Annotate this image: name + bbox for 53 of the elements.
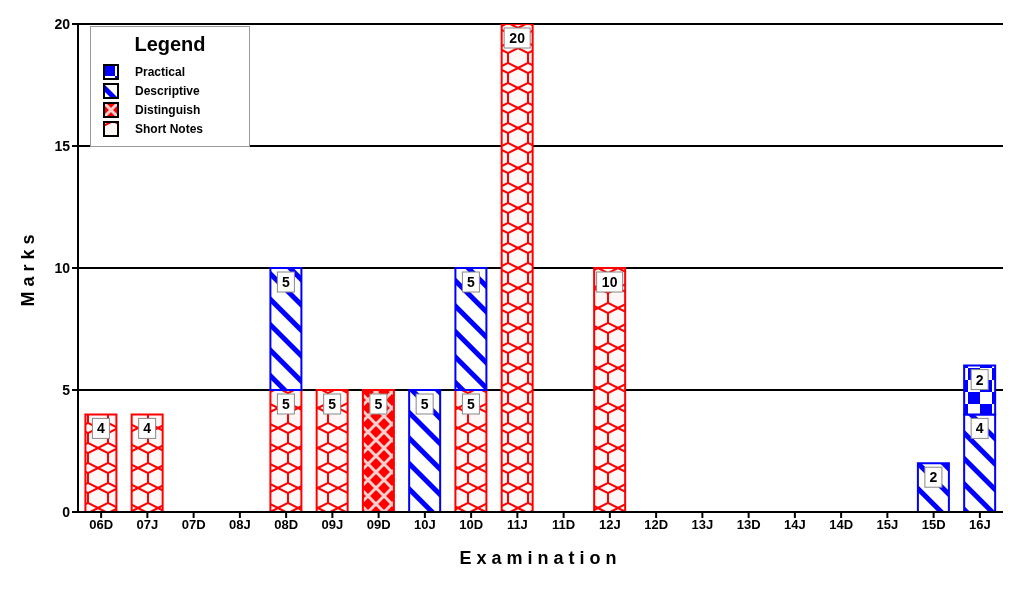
y-tick-label: 5 xyxy=(62,381,71,398)
data-label: 5 xyxy=(328,396,337,412)
x-tick-label: 12J xyxy=(599,517,621,533)
bar xyxy=(408,389,442,512)
x-tick-label: 13J xyxy=(691,517,714,533)
legend-label: Distinguish xyxy=(135,102,201,117)
x-tick-label: 06D xyxy=(89,517,114,533)
bar xyxy=(593,267,627,512)
legend-label: Short Notes xyxy=(135,121,204,136)
bar xyxy=(269,389,303,512)
x-tick-label: 11J xyxy=(506,517,528,533)
y-tick-label: 20 xyxy=(54,15,71,32)
legend-title: Legend xyxy=(133,33,207,56)
x-tick-label: 15J xyxy=(876,517,899,533)
x-tick-label: 14D xyxy=(829,517,854,533)
x-tick-label: 10J xyxy=(414,517,436,533)
data-label: 4 xyxy=(97,420,105,437)
data-label: 4 xyxy=(143,420,152,437)
y-tick-label: 0 xyxy=(62,503,71,520)
legend-label: Descriptive xyxy=(135,83,200,98)
y-tick-label: 15 xyxy=(54,137,71,154)
data-label: 5 xyxy=(282,274,290,290)
x-tick-label: 12D xyxy=(644,517,669,533)
data-label: 5 xyxy=(467,274,475,290)
x-tick-label: 07J xyxy=(136,517,159,533)
legend-label: Practical xyxy=(135,64,186,79)
y-tick-label: 10 xyxy=(54,259,71,276)
data-label: 4 xyxy=(975,420,984,437)
data-label: 5 xyxy=(374,396,383,412)
data-label: 5 xyxy=(467,396,475,412)
bar xyxy=(454,389,488,512)
data-label: 5 xyxy=(282,396,290,412)
x-tick-label: 16J xyxy=(969,517,991,533)
data-label: 2 xyxy=(975,371,984,388)
x-tick-label: 09D xyxy=(366,517,391,533)
x-tick-label: 15D xyxy=(921,517,946,533)
x-tick-label: 07D xyxy=(181,517,206,533)
x-tick-label: 13D xyxy=(736,517,761,533)
x-tick-label: 14J xyxy=(784,517,806,533)
x-tick-label: 09J xyxy=(321,517,344,533)
data-label: 20 xyxy=(509,30,526,46)
bar xyxy=(315,389,349,512)
x-tick-label: 11D xyxy=(552,517,576,533)
y-axis-title: Marks xyxy=(18,229,39,307)
data-label: 10 xyxy=(601,274,618,290)
x-axis-title: Examination xyxy=(459,548,622,568)
x-tick-label: 10D xyxy=(459,517,484,533)
x-tick-label: 08J xyxy=(229,517,251,533)
data-label: 2 xyxy=(929,469,938,486)
x-tick-label: 08D xyxy=(274,517,299,533)
bar xyxy=(361,389,395,512)
data-label: 5 xyxy=(420,396,429,412)
bar xyxy=(500,24,534,512)
